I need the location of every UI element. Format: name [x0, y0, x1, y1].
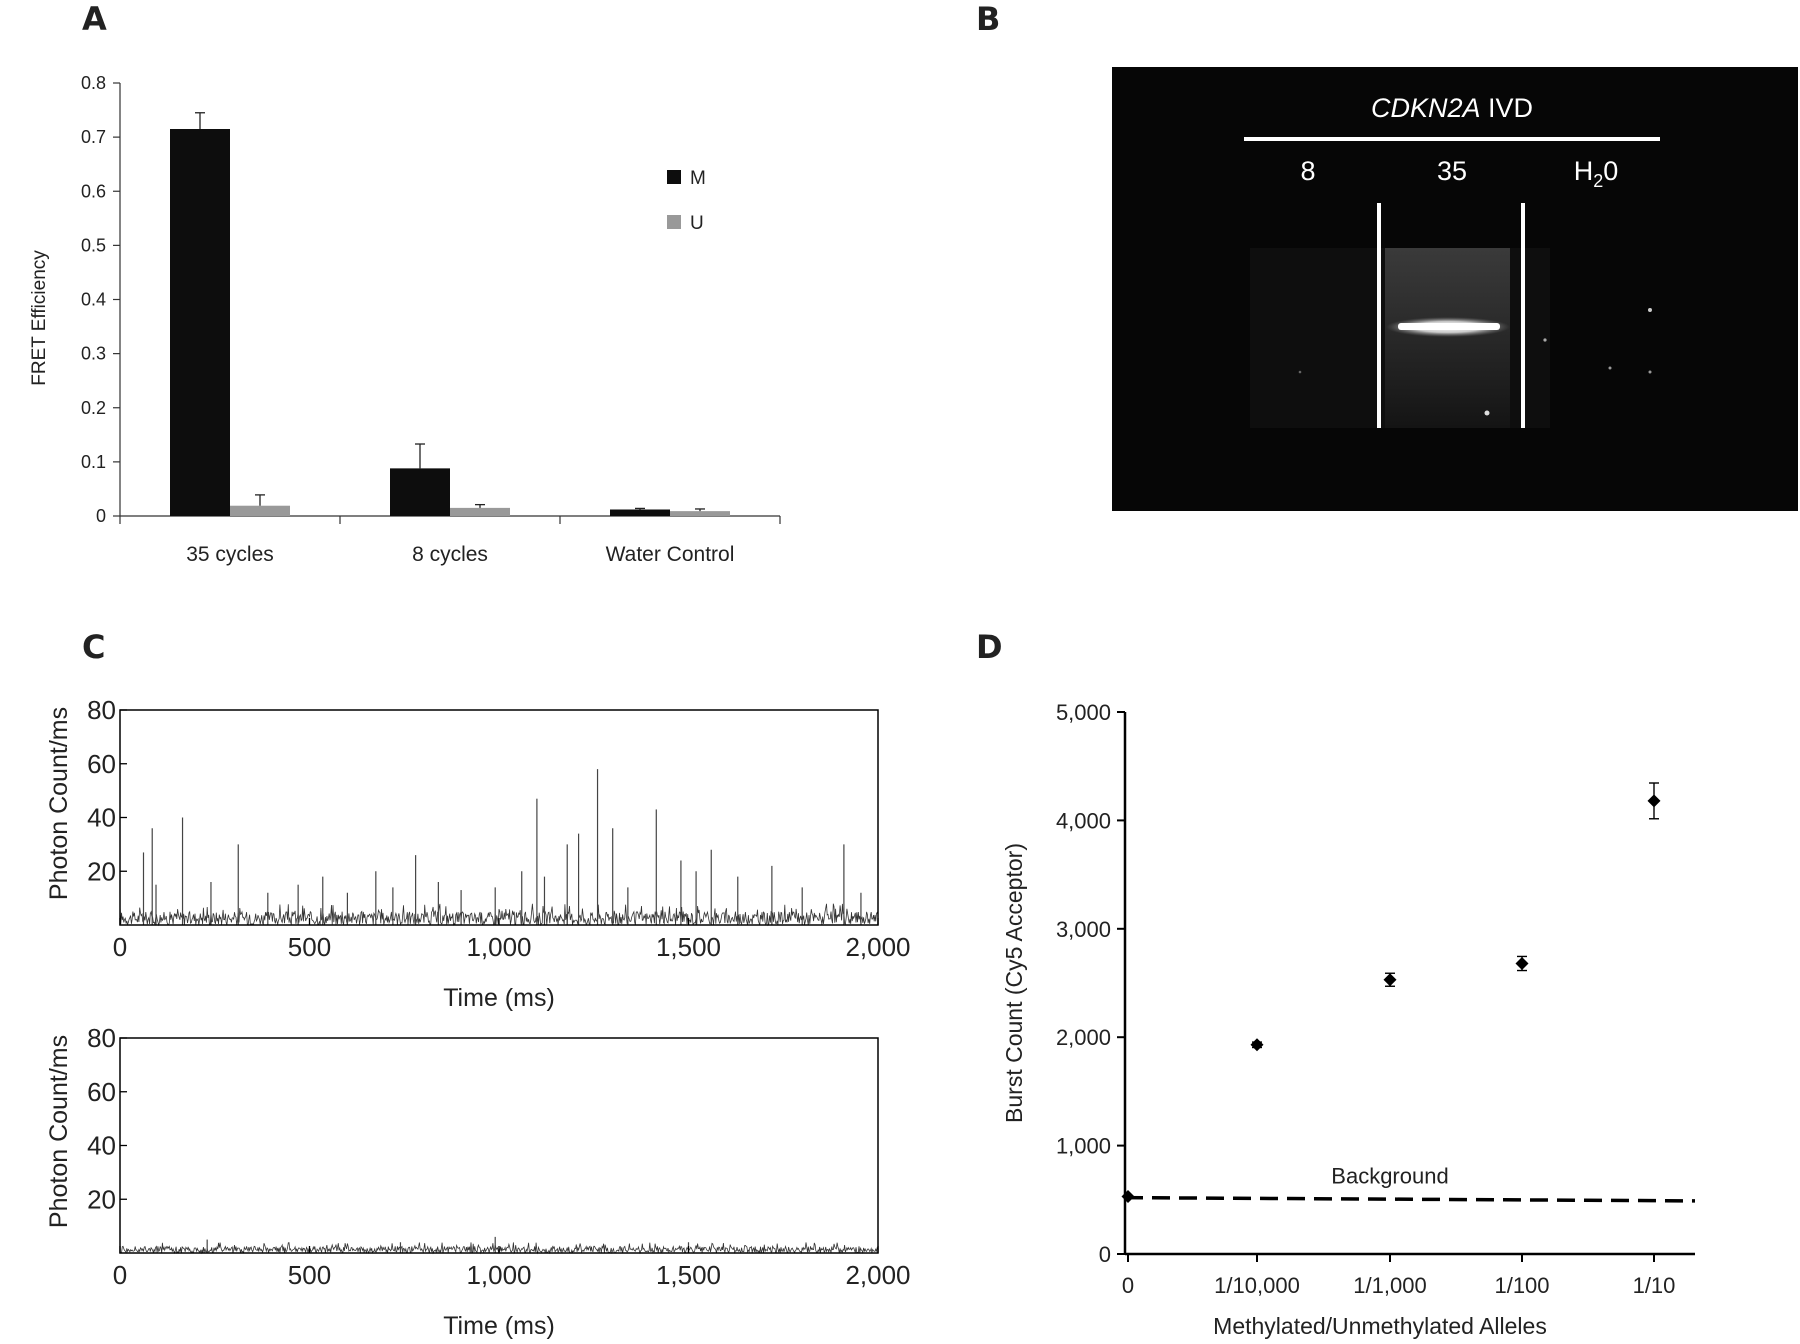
- panel-letter-a: A: [82, 0, 107, 38]
- chart-d-ytick-label: 0: [1099, 1242, 1111, 1267]
- chart-a-bar: [610, 509, 670, 516]
- chart-c-top-xtick-label: 500: [288, 932, 331, 962]
- chart-c-bottom-ytick-label: 40: [87, 1131, 116, 1161]
- gel-speck: [1298, 370, 1302, 374]
- chart-a-bar: [390, 468, 450, 516]
- chart-c-top-xtick-label: 0: [113, 932, 127, 962]
- gel-lane-divider-left: [1377, 203, 1381, 428]
- chart-a-bar: [230, 505, 290, 516]
- panel-letter-b: B: [976, 0, 1001, 38]
- chart-d-point: [1250, 1038, 1264, 1052]
- chart-a-category-label: Water Control: [606, 543, 735, 566]
- chart-d-background-line: [1124, 1195, 1696, 1203]
- chart-a-ytick-label: 0.2: [81, 398, 106, 418]
- gel-speck: [1484, 410, 1490, 416]
- chart-c-bottom-xtick-label: 1,000: [466, 1260, 531, 1290]
- chart-d-xtick-label: 1/10: [1633, 1273, 1676, 1298]
- chart-a-ytick-label: 0.7: [81, 127, 106, 147]
- chart-a-ytick-label: 0.5: [81, 235, 106, 255]
- chart-c-bottom-xtick-label: 2,000: [845, 1260, 910, 1290]
- gel-speck: [1608, 366, 1612, 370]
- chart-c-top-xtick-label: 1,000: [466, 932, 531, 962]
- chart-d-point: [1647, 794, 1661, 808]
- chart-c-bottom-xtick-label: 1,500: [656, 1260, 721, 1290]
- chart-c-top-plot-area: [120, 710, 878, 925]
- chart-d-xtick-label: 0: [1122, 1273, 1134, 1298]
- chart-a-bar-chart: FRET Efficiency 0 0.1 0.2 0.3 0.4 0.5 0.6 0.7 0.…: [29, 73, 781, 566]
- gel-lane-label-h2o: H20: [1574, 156, 1619, 191]
- chart-c-top-noise-trace: [119, 903, 879, 927]
- chart-c-bottom-ytick-label: 20: [87, 1184, 116, 1214]
- chart-c-bottom-trace: 20 40 60 80 0 500 1,000 1,500 2,000 Time (ms) Phot…: [45, 1023, 911, 1340]
- chart-a-legend-label: M: [690, 168, 706, 189]
- chart-d-xlabel: Methylated/Unmethylated Alleles: [1213, 1313, 1547, 1339]
- chart-c-top-xtick-label: 2,000: [845, 932, 910, 962]
- chart-a-ytick-label: 0.6: [81, 181, 106, 201]
- chart-c-bottom-ytick-label: 80: [87, 1023, 116, 1053]
- chart-c-top-ytick-label: 40: [87, 803, 116, 833]
- chart-c-top-ytick-label: 60: [87, 749, 116, 779]
- gel-speck: [1648, 370, 1652, 374]
- gel-lane-h-end: 0: [1603, 156, 1618, 186]
- chart-c-top-trace: 20 40 60 80 0 500 1,000 1,500 2,000 Time (ms) Phot…: [45, 695, 911, 1012]
- chart-a-bar: [170, 129, 230, 516]
- chart-a-ytick-label: 0.4: [81, 290, 106, 310]
- chart-a-ytick-label: 0.3: [81, 344, 106, 364]
- chart-d-xtick-label: 1/10,000: [1214, 1273, 1300, 1298]
- chart-a-bar: [450, 507, 510, 516]
- gel-speck: [1543, 338, 1547, 342]
- chart-d-ylabel: Burst Count (Cy5 Acceptor): [1001, 843, 1027, 1123]
- chart-c-top-xlabel: Time (ms): [443, 984, 555, 1012]
- chart-a-legend-swatch: [667, 215, 681, 229]
- chart-d-xtick-label: 1/1,000: [1353, 1273, 1426, 1298]
- chart-d-xtick-label: 1/100: [1494, 1273, 1549, 1298]
- gel-header-line: [1244, 137, 1660, 141]
- gel-lane-label-35: 35: [1437, 156, 1467, 186]
- chart-a-ytick-label: 0: [96, 506, 106, 526]
- chart-c-bottom-xtick-label: 0: [113, 1260, 127, 1290]
- chart-c-top-ylabel: Photon Count/ms: [45, 707, 73, 900]
- chart-d-ytick-label: 2,000: [1056, 1025, 1111, 1050]
- gel-title-gene: CDKN2A: [1371, 93, 1481, 123]
- gel-lane-h-sub: 2: [1593, 171, 1603, 191]
- chart-a-ytick-label: 0.1: [81, 452, 106, 472]
- panel-letter-c: C: [82, 628, 106, 666]
- chart-c-bottom-xlabel: Time (ms): [443, 1312, 555, 1340]
- chart-a-ytick-label: 0.8: [81, 73, 106, 93]
- chart-c-bottom-plot-area: [120, 1038, 878, 1253]
- chart-a-bar: [670, 511, 730, 516]
- gel-lane-divider-right: [1521, 203, 1525, 428]
- chart-c-bottom-xtick-label: 500: [288, 1260, 331, 1290]
- chart-d-ytick-label: 5,000: [1056, 700, 1111, 725]
- chart-c-top-ytick-label: 20: [87, 856, 116, 886]
- chart-c-bottom-ylabel: Photon Count/ms: [45, 1035, 73, 1228]
- gel-lane-label-8: 8: [1300, 156, 1315, 186]
- chart-a-legend-swatch: [667, 170, 681, 184]
- chart-a-legend-label: U: [690, 213, 704, 234]
- gel-image-panel: CDKN2A IVD 8 35 H20: [1112, 67, 1798, 511]
- chart-d-ytick-label: 3,000: [1056, 917, 1111, 942]
- gel-speck: [1648, 308, 1652, 312]
- chart-d-point: [1121, 1190, 1135, 1204]
- gel-band-core: [1398, 323, 1500, 330]
- gel-title-suffix: IVD: [1481, 93, 1534, 123]
- chart-d-point: [1383, 973, 1397, 987]
- chart-a-ylabel: FRET Efficiency: [29, 250, 50, 386]
- gel-lane-35: [1385, 248, 1510, 428]
- chart-c-top-ytick-label: 80: [87, 695, 116, 725]
- chart-a-category-label: 35 cycles: [186, 543, 274, 566]
- gel-lane-h: H: [1574, 156, 1594, 186]
- chart-a-category-label: 8 cycles: [412, 543, 488, 566]
- chart-d-background-label: Background: [1331, 1164, 1448, 1189]
- chart-c-bottom-ytick-label: 60: [87, 1077, 116, 1107]
- chart-d-ytick-label: 4,000: [1056, 808, 1111, 833]
- chart-d-ytick-label: 1,000: [1056, 1134, 1111, 1159]
- chart-d-point: [1515, 956, 1529, 970]
- gel-title: CDKN2A IVD: [1371, 93, 1533, 123]
- chart-c-top-xtick-label: 1,500: [656, 932, 721, 962]
- panel-letter-d: D: [976, 628, 1003, 666]
